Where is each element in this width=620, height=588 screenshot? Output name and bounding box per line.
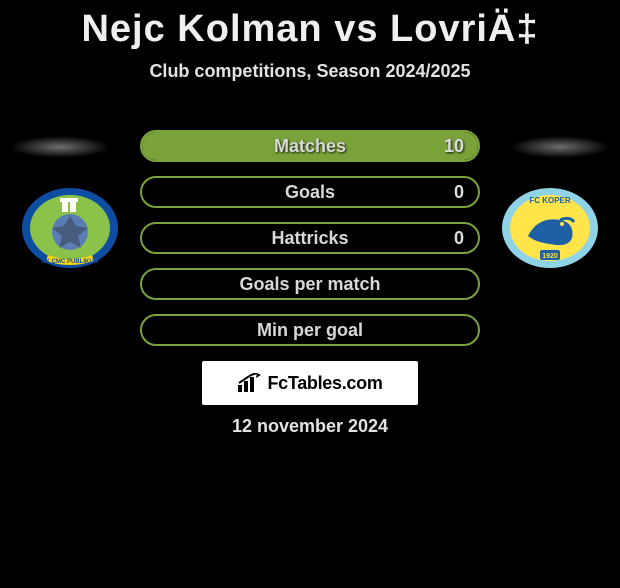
page-subtitle: Club competitions, Season 2024/2025 <box>0 61 620 82</box>
stat-right-value: 0 <box>454 182 464 203</box>
stat-row: Goals 0 <box>140 176 480 208</box>
stat-label: Goals per match <box>239 274 380 295</box>
stat-label: Goals <box>285 182 335 203</box>
left-player-shadow <box>10 136 110 158</box>
stat-row: Min per goal <box>140 314 480 346</box>
left-team-badge-icon: NK CMC PUBLIKUM <box>20 186 120 271</box>
page-title: Nejc Kolman vs LovriÄ‡ <box>0 8 620 51</box>
stat-row: Goals per match <box>140 268 480 300</box>
stat-label: Matches <box>274 136 346 157</box>
brand-text: FcTables.com <box>267 373 382 394</box>
svg-text:1920: 1920 <box>542 253 558 260</box>
right-team-badge-icon: FC KOPER 1920 <box>500 186 600 271</box>
stat-right-value: 10 <box>444 136 464 157</box>
stats-list: Matches 10 Goals 0 Hattricks 0 Goals per match… <box>140 130 480 360</box>
footer-date: 12 november 2024 <box>0 416 620 437</box>
stat-right-value: 0 <box>454 228 464 249</box>
left-team-badge: NK CMC PUBLIKUM <box>20 186 120 271</box>
right-player-shadow <box>510 136 610 158</box>
stat-row: Matches 10 <box>140 130 480 162</box>
stat-label: Hattricks <box>271 228 348 249</box>
svg-text:FC KOPER: FC KOPER <box>529 196 571 205</box>
brand-logo: FcTables.com <box>202 361 418 405</box>
right-team-badge: FC KOPER 1920 <box>500 186 600 271</box>
svg-text:NK CMC PUBLIKUM: NK CMC PUBLIKUM <box>41 259 98 265</box>
stat-row: Hattricks 0 <box>140 222 480 254</box>
chart-icon <box>237 373 261 393</box>
stat-label: Min per goal <box>257 320 363 341</box>
